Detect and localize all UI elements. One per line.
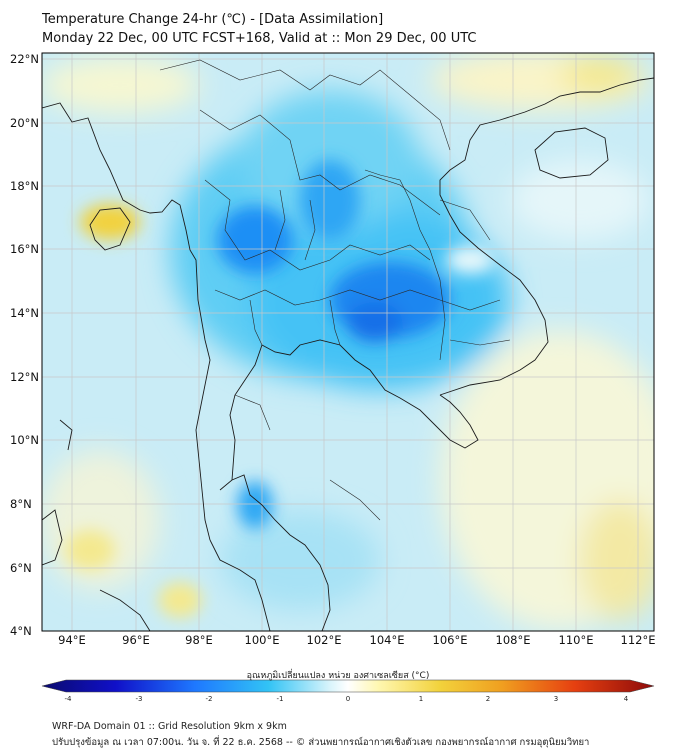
colorbar-tick: -2 — [205, 695, 213, 703]
lat-label: 6°N — [10, 561, 32, 575]
lat-label: 4°N — [10, 624, 32, 638]
lon-label: 100°E — [244, 633, 280, 647]
lon-label: 94°E — [58, 633, 86, 647]
lat-label: 12°N — [10, 370, 39, 384]
colorbar-tick: -3 — [135, 695, 143, 703]
lon-label: 106°E — [432, 633, 468, 647]
lon-label: 102°E — [306, 633, 342, 647]
map-frame — [41, 52, 655, 632]
colorbar-tick: 2 — [485, 695, 491, 703]
lon-label: 108°E — [495, 633, 531, 647]
lon-label: 112°E — [620, 633, 656, 647]
colorbar-tick: 3 — [553, 695, 559, 703]
admin-borders — [159, 59, 511, 521]
colorbar-tick: 1 — [418, 695, 424, 703]
lat-label: 20°N — [10, 116, 39, 130]
colorbar-tick: 4 — [623, 695, 629, 703]
lat-label: 22°N — [10, 52, 39, 66]
lat-label: 10°N — [10, 433, 39, 447]
footer-model-info: WRF-DA Domain 01 :: Grid Resolution 9km … — [52, 721, 287, 732]
lon-label: 110°E — [558, 633, 594, 647]
lon-label: 96°E — [122, 633, 150, 647]
lon-label: 104°E — [369, 633, 405, 647]
colorbar-title: อุณหภูมิเปลี่ยนแปลง หน่วย องศาเซลเซียส (… — [246, 671, 430, 681]
footer-credit: ปรับปรุงข้อมูล ณ เวลา 07:00น. วัน จ. ที่… — [52, 737, 590, 748]
field-layer — [42, 53, 654, 631]
lat-label: 8°N — [10, 497, 32, 511]
lat-label: 16°N — [10, 242, 39, 256]
map-title: Temperature Change 24-hr (℃) - [Data Ass… — [42, 12, 384, 27]
coastlines — [42, 77, 654, 631]
colorbar-tick: -4 — [64, 695, 72, 703]
colorbar-tick: 0 — [345, 695, 351, 703]
colorbar-tick: -1 — [276, 695, 284, 703]
lat-label: 18°N — [10, 179, 39, 193]
lon-label: 98°E — [185, 633, 213, 647]
lat-label: 14°N — [10, 306, 39, 320]
map-subtitle: Monday 22 Dec, 00 UTC FCST+168, Valid at… — [42, 31, 477, 46]
colorbar — [41, 679, 655, 693]
